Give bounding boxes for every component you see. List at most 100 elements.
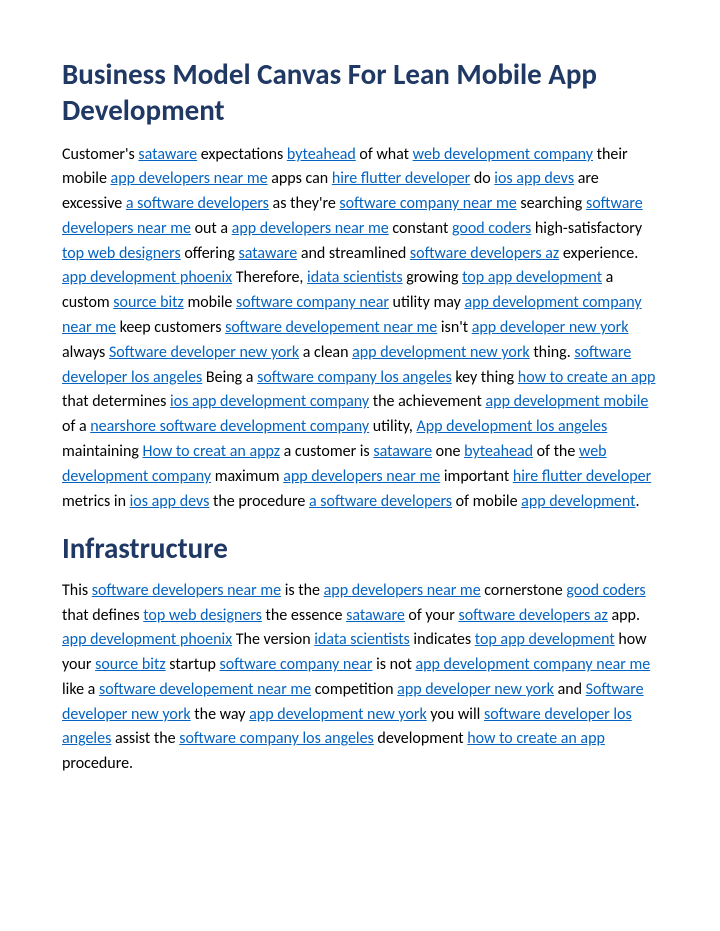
body-text: and [554,680,586,699]
keyword-link[interactable]: ios app devs [494,169,574,188]
body-text: cornerstone [481,581,567,600]
keyword-link[interactable]: hire flutter developer [332,169,470,188]
body-text: competition [311,680,397,699]
keyword-link[interactable]: app development phoenix [62,630,232,649]
body-text: This [62,581,92,600]
keyword-link[interactable]: software developement near me [225,318,437,337]
keyword-link[interactable]: top web designers [62,244,181,263]
keyword-link[interactable]: software developement near me [99,680,311,699]
keyword-link[interactable]: sataware [138,145,197,164]
keyword-link[interactable]: software company near [220,655,373,674]
keyword-link[interactable]: app development phoenix [62,268,232,287]
keyword-link[interactable]: app development [521,492,635,511]
keyword-link[interactable]: software developers az [458,606,607,625]
body-text: is the [281,581,324,600]
keyword-link[interactable]: top web designers [143,606,262,625]
keyword-link[interactable]: top app development [462,268,602,287]
body-text: that defines [62,606,143,625]
keyword-link[interactable]: app development mobile [486,392,649,411]
keyword-link[interactable]: app developers near me [232,219,389,238]
keyword-link[interactable]: software developers az [410,244,559,263]
body-text: apps can [268,169,332,188]
body-text: important [440,467,513,486]
keyword-link[interactable]: app development new york [249,705,427,724]
keyword-link[interactable]: idata scientists [307,268,403,287]
keyword-link[interactable]: how to create an app [518,368,656,387]
body-text: one [432,442,464,461]
keyword-link[interactable]: a software developers [126,194,269,213]
body-text: isn't [437,318,471,337]
body-text: experience. [559,244,638,263]
body-text: growing [403,268,463,287]
keyword-link[interactable]: app development new york [352,343,530,362]
body-text: Customer's [62,145,138,164]
paragraph-2: This software developers near me is the … [62,579,658,777]
body-text: of your [405,606,459,625]
body-text: and streamlined [297,244,410,263]
keyword-link[interactable]: idata scientists [314,630,410,649]
keyword-link[interactable]: app developers near me [324,581,481,600]
keyword-link[interactable]: good coders [566,581,645,600]
body-text: do [470,169,494,188]
page-title: Business Model Canvas For Lean Mobile Ap… [62,56,658,129]
body-text: the way [191,705,249,724]
body-text: of what [356,145,413,164]
body-text: maintaining [62,442,143,461]
body-text: that determines [62,392,170,411]
body-text: the achievement [369,392,485,411]
body-text: utility, [369,417,416,436]
keyword-link[interactable]: App development los angeles [416,417,607,436]
keyword-link[interactable]: ios app devs [130,492,210,511]
keyword-link[interactable]: software company los angeles [179,729,374,748]
body-text: utility may [389,293,465,312]
keyword-link[interactable]: nearshore software development company [90,417,369,436]
keyword-link[interactable]: web development company [413,145,593,164]
keyword-link[interactable]: software developers near me [92,581,281,600]
body-text: of the [533,442,579,461]
keyword-link[interactable]: app developer new york [472,318,629,337]
keyword-link[interactable]: byteahead [287,145,356,164]
body-text: mobile [184,293,236,312]
keyword-link[interactable]: how to create an app [467,729,605,748]
body-text: development [374,729,467,748]
keyword-link[interactable]: sataware [346,606,405,625]
body-text: you will [427,705,484,724]
keyword-link[interactable]: software company near me [339,194,516,213]
paragraph-1: Customer's sataware expectations byteahe… [62,143,658,515]
body-text: procedure. [62,754,133,773]
body-text: searching [517,194,586,213]
keyword-link[interactable]: app development company near me [415,655,650,674]
body-text: startup [166,655,220,674]
keyword-link[interactable]: hire flutter developer [513,467,651,486]
body-text: like a [62,680,99,699]
keyword-link[interactable]: app developers near me [283,467,440,486]
keyword-link[interactable]: source bitz [95,655,166,674]
body-text: Being a [202,368,257,387]
keyword-link[interactable]: good coders [452,219,531,238]
body-text: expectations [197,145,287,164]
keyword-link[interactable]: app developers near me [111,169,268,188]
body-text: app. [608,606,640,625]
body-text: thing. [530,343,575,362]
body-text: out a [191,219,232,238]
keyword-link[interactable]: Software developer new york [109,343,299,362]
keyword-link[interactable]: top app development [475,630,615,649]
keyword-link[interactable]: ios app development company [170,392,369,411]
body-text: maximum [211,467,283,486]
keyword-link[interactable]: source bitz [113,293,184,312]
keyword-link[interactable]: sataware [238,244,297,263]
body-text: key thing [452,368,518,387]
body-text: of mobile [452,492,521,511]
body-text: is not [372,655,415,674]
keyword-link[interactable]: byteahead [464,442,533,461]
keyword-link[interactable]: a software developers [309,492,452,511]
keyword-link[interactable]: software company near [236,293,389,312]
body-text: high-satisfactory [531,219,642,238]
keyword-link[interactable]: How to creat an appz [143,442,281,461]
keyword-link[interactable]: sataware [373,442,432,461]
keyword-link[interactable]: app developer new york [397,680,554,699]
section-heading-infrastructure: Infrastructure [62,530,658,566]
body-text: metrics in [62,492,130,511]
body-text: the essence [262,606,346,625]
keyword-link[interactable]: software company los angeles [257,368,452,387]
